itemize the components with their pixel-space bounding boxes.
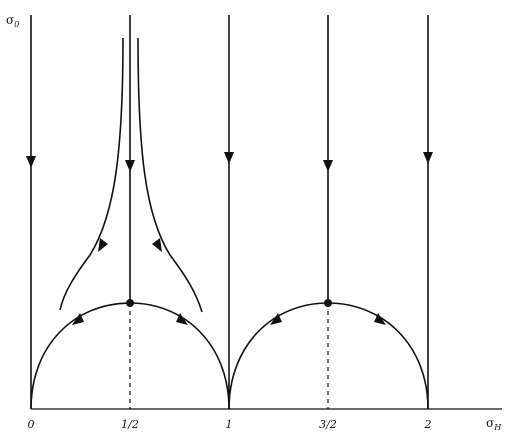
arrow-down-x-three-halves: [323, 160, 333, 172]
tick-label-4: 2: [424, 418, 432, 431]
arrow-down-x0: [26, 156, 36, 168]
arrow-down-x-half: [125, 160, 135, 172]
fixed-point-half: [126, 299, 134, 307]
tick-label-0: 0: [28, 418, 35, 431]
tick-label-2: 1: [226, 418, 233, 431]
tick-label-1: 1/2: [121, 418, 139, 431]
y-axis-symbol: σ: [6, 13, 14, 27]
arrow-down-x2: [423, 152, 433, 164]
arrow-down-x1: [224, 152, 234, 164]
y-axis-subscript: 0: [14, 20, 19, 29]
flow-curve-left: [59, 37, 124, 311]
curve-arrow-right: [152, 238, 162, 252]
x-axis-label: σH: [486, 416, 502, 432]
x-axis-symbol: σ: [486, 416, 494, 430]
tick-label-3: 3/2: [319, 418, 337, 431]
x-axis-subscript: H: [493, 423, 502, 432]
arc-arrow-right-2: [374, 313, 386, 325]
arc-arrow-right-1: [176, 313, 188, 325]
arc-arrow-left-2: [270, 313, 282, 325]
fixed-point-three-halves: [324, 299, 332, 307]
y-axis-label: σ0: [6, 13, 19, 29]
curve-arrow-left: [98, 238, 108, 252]
flow-curve-right: [137, 37, 203, 313]
arc-arrow-left-1: [72, 313, 84, 325]
